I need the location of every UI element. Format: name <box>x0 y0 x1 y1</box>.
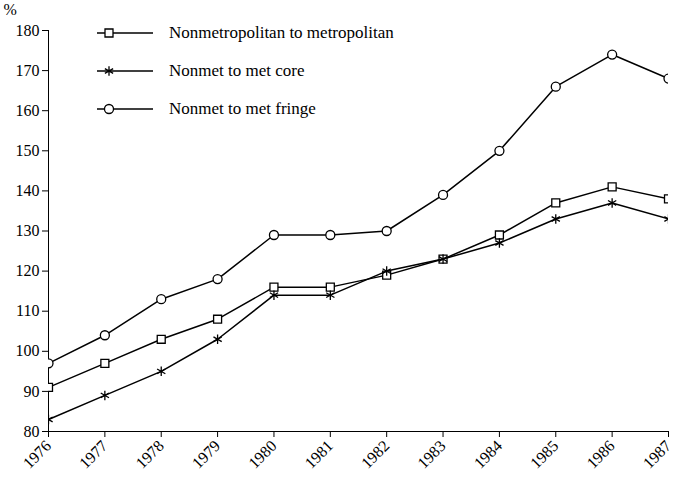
svg-text:1984: 1984 <box>471 437 506 472</box>
svg-text:1976: 1976 <box>20 437 55 472</box>
svg-text:130: 130 <box>16 222 40 239</box>
svg-text:170: 170 <box>16 62 40 79</box>
html-text:Nonmetropolitan to metropolita: Nonmetropolitan to metropolitan <box>169 23 394 42</box>
svg-text:1981: 1981 <box>301 437 336 472</box>
html-text:Nonmet to met core: Nonmet to met core <box>169 61 305 80</box>
svg-text:1977: 1977 <box>76 437 111 472</box>
html-text:Nonmet to met fringe: Nonmet to met fringe <box>169 99 316 118</box>
svg-text:110: 110 <box>16 302 39 319</box>
svg-text:140: 140 <box>16 182 40 199</box>
svg-text:180: 180 <box>16 22 40 39</box>
svg-text:1979: 1979 <box>189 437 224 472</box>
svg-text:100: 100 <box>16 342 40 359</box>
svg-text:160: 160 <box>16 102 40 119</box>
svg-text:150: 150 <box>16 142 40 159</box>
svg-text:1983: 1983 <box>414 437 449 472</box>
svg-text:1986: 1986 <box>583 437 618 472</box>
svg-text:120: 120 <box>16 262 40 279</box>
svg-text:1980: 1980 <box>245 437 280 472</box>
svg-text:%: % <box>4 1 17 18</box>
svg-text:90: 90 <box>24 383 40 400</box>
svg-text:1985: 1985 <box>527 437 562 472</box>
svg-text:1982: 1982 <box>358 437 393 472</box>
svg-text:80: 80 <box>24 423 40 440</box>
svg-text:1978: 1978 <box>132 437 167 472</box>
svg-text:1987: 1987 <box>640 437 675 472</box>
